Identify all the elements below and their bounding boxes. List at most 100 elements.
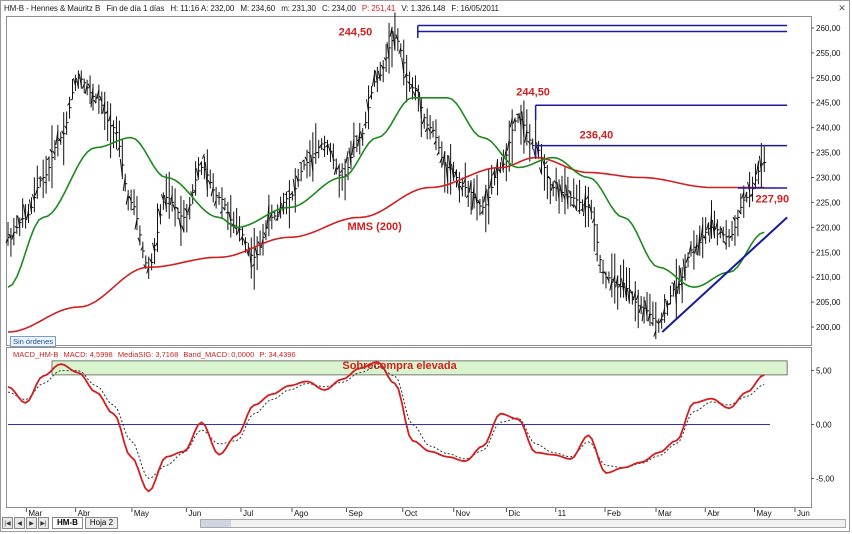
ohlc-open-tick [34, 188, 38, 196]
ohlc-open-tick [735, 217, 739, 220]
x-tick-label: Ago [294, 509, 309, 518]
ohlc-open-tick [591, 217, 595, 224]
ohlc-open-tick [629, 289, 633, 295]
ohlc-open-tick [357, 132, 361, 147]
ohlc-open-tick [342, 168, 346, 170]
ohlc-open-tick [67, 102, 70, 106]
price-annotation: MMS (200) [347, 221, 402, 233]
ohlc-open-tick [11, 232, 15, 240]
ohlc-open-tick [116, 147, 120, 151]
ohlc-open-tick [588, 204, 592, 213]
ohlc-open-tick [647, 312, 651, 322]
ohlc-open-tick [550, 182, 554, 191]
ohlc-open-tick [289, 192, 293, 196]
x-tick-label: 11 [558, 509, 567, 518]
no-orders-badge[interactable]: Sin órdenes [10, 336, 57, 347]
ohlc-open-tick [703, 235, 707, 240]
info-high: H: 11:16 A: 232,00 [170, 4, 235, 13]
scrollbar-thumb[interactable] [201, 520, 231, 527]
ohlc-open-tick [580, 208, 583, 211]
ohlc-open-tick [175, 206, 179, 210]
tab-hm-b[interactable]: HM-B [52, 517, 83, 529]
ohlc-open-tick [240, 235, 243, 241]
close-icon[interactable]: ✕ [838, 3, 846, 13]
ohlc-open-tick [275, 217, 279, 222]
ohlc-open-tick [46, 157, 50, 161]
tab-hoja-2[interactable]: Hoja 2 [84, 517, 119, 529]
ohlc-open-tick [383, 57, 387, 61]
ohlc-open-tick [709, 212, 713, 243]
macd-legend-name: MACD_HM-B [13, 350, 59, 359]
ohlc-open-tick [210, 186, 214, 197]
ohlc-open-tick [480, 210, 484, 215]
ohlc-open-tick [172, 204, 176, 211]
first-sheet-icon[interactable]: |◀ [2, 517, 13, 529]
ohlc-open-tick [157, 208, 161, 218]
ohlc-open-tick [568, 190, 572, 196]
ohlc-open-tick [20, 217, 24, 221]
x-tick-label: Sep [348, 509, 363, 518]
price-annotation: 244,50 [339, 26, 373, 38]
ohlc-open-tick [556, 182, 560, 201]
ohlc-open-tick [263, 232, 267, 238]
ohlc-open-tick [111, 124, 114, 127]
price-y-tick-label: 200,00 [816, 323, 841, 332]
ohlc-open-tick [459, 185, 463, 191]
ohlc-open-tick [436, 152, 440, 156]
price-annotation: 227,90 [755, 193, 789, 205]
ohlc-open-tick [404, 73, 408, 79]
ohlc-open-tick [477, 199, 481, 205]
last-sheet-icon[interactable]: ▶| [38, 517, 49, 529]
ohlc-open-tick [304, 156, 308, 162]
ohlc-open-tick [330, 150, 334, 160]
ohlc-open-tick [225, 211, 229, 214]
ohlc-open-tick [333, 166, 337, 175]
ohlc-open-tick [196, 168, 200, 180]
horizontal-scrollbar[interactable] [200, 519, 846, 528]
ohlc-open-tick [726, 235, 730, 238]
ohlc-open-tick [377, 70, 381, 82]
ohlc-open-tick [720, 227, 724, 237]
x-tick-label: Dic [509, 509, 521, 518]
ohlc-open-tick [234, 227, 237, 230]
ohlc-open-tick [351, 139, 355, 156]
ohlc-open-tick [714, 221, 718, 230]
ohlc-open-tick [131, 208, 135, 211]
ohlc-open-tick [641, 304, 645, 322]
ohlc-open-tick [603, 271, 607, 276]
ohlc-open-tick [679, 267, 683, 291]
ohlc-open-tick [606, 276, 610, 282]
ohlc-open-tick [577, 209, 580, 212]
ohlc-open-tick [412, 91, 416, 98]
next-sheet-icon[interactable]: ▶ [26, 517, 37, 529]
ohlc-open-tick [155, 241, 158, 247]
ohlc-open-tick [248, 247, 252, 268]
ohlc-open-tick [102, 102, 106, 114]
ohlc-open-tick [544, 160, 548, 165]
ohlc-open-tick [755, 162, 759, 175]
price-y-tick-label: 210,00 [816, 273, 841, 282]
macd-legend-signal: MediaSIG: 3,7168 [117, 350, 179, 359]
ohlc-open-tick [28, 199, 32, 213]
ohlc-open-tick [506, 139, 510, 151]
ohlc-open-tick [635, 294, 639, 301]
macd-y-tick-label: 0,00 [816, 421, 832, 430]
ohlc-open-tick [536, 142, 540, 157]
macd-line [7, 361, 765, 493]
ohlc-open-tick [213, 200, 217, 207]
ohlc-open-tick [119, 158, 123, 177]
ohlc-open-tick [553, 180, 557, 184]
x-tick-label: Jul [243, 509, 253, 518]
ohlc-open-tick [266, 204, 270, 230]
ohlc-open-tick [140, 246, 144, 251]
ohlc-open-tick [758, 155, 762, 172]
ohlc-open-tick [134, 219, 138, 230]
prev-sheet-icon[interactable]: ◀ [14, 517, 25, 529]
ohlc-open-tick [732, 216, 736, 222]
ohlc-open-tick [676, 278, 680, 294]
ohlc-open-tick [219, 211, 223, 214]
ohlc-open-tick [374, 70, 378, 84]
ohlc-open-tick [184, 207, 188, 213]
ohlc-open-tick [612, 275, 616, 283]
mms200-line [7, 156, 765, 333]
